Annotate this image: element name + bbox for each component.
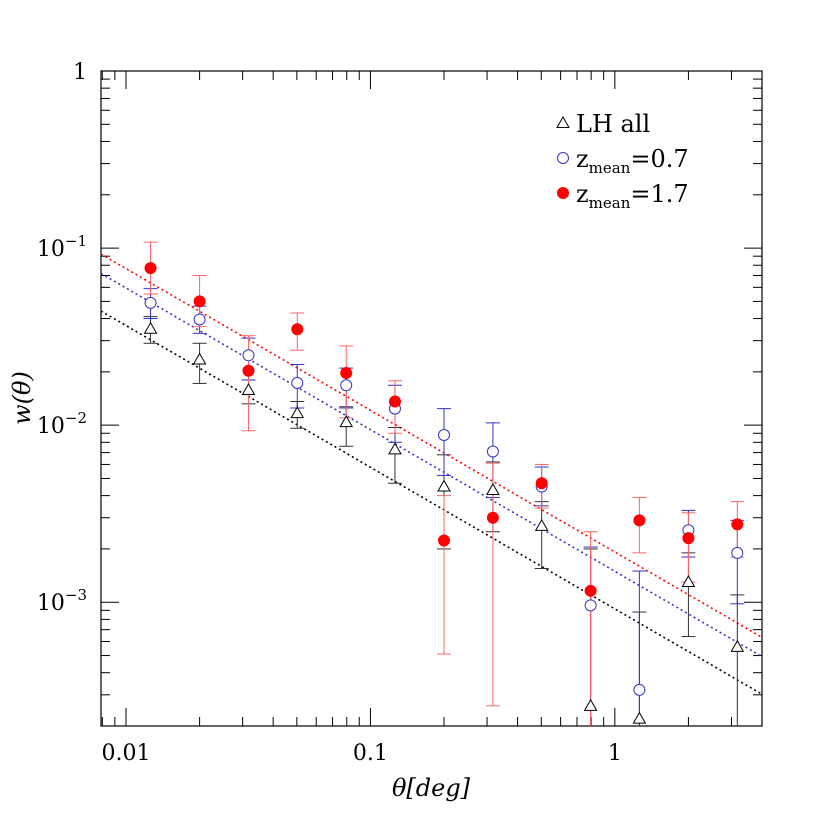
filled-circle-marker	[535, 477, 548, 490]
filled-circle-marker	[557, 187, 569, 199]
fit-line	[100, 310, 763, 695]
triangle-marker	[730, 639, 745, 652]
filled-circle-marker	[291, 323, 304, 336]
open-circle-marker	[731, 546, 744, 559]
filled-circle-marker	[633, 514, 646, 527]
open-circle-marker	[291, 377, 304, 390]
fit-line	[100, 272, 763, 658]
open-circle-marker	[340, 379, 353, 392]
triangle-marker	[437, 479, 451, 492]
tick-labels: 0.01 0.1 1 10−3 10−2 10−1 1	[37, 60, 622, 766]
open-circle-marker	[144, 296, 157, 309]
filled-circle-marker	[388, 395, 401, 408]
y-tick-label: 10−1	[37, 232, 87, 262]
data-points	[143, 262, 745, 724]
triangle-marker	[241, 382, 256, 395]
open-circle-marker	[633, 683, 646, 696]
triangle-marker	[192, 352, 207, 365]
open-circle-marker	[557, 152, 569, 164]
x-tick-label: 0.1	[353, 741, 388, 766]
fit-line	[100, 253, 763, 638]
x-axis-label: θ[deg]	[392, 774, 471, 802]
y-axis-label: w(θ)	[8, 371, 36, 425]
triangle-marker	[339, 415, 354, 428]
open-circle-marker	[438, 428, 451, 441]
y-tick-label: 10−3	[37, 586, 87, 616]
filled-circle-marker	[242, 364, 255, 377]
triangle-marker	[143, 321, 158, 334]
filled-circle-marker	[682, 532, 695, 545]
fit-lines	[100, 253, 763, 695]
legend-label: zmean=0.7	[576, 145, 689, 177]
filled-circle-marker	[486, 511, 499, 524]
plot-frame	[100, 70, 763, 727]
filled-circle-marker	[731, 518, 744, 531]
legend-label: zmean=1.7	[576, 180, 689, 212]
triangle-marker	[388, 442, 402, 455]
triangle-marker	[534, 518, 549, 531]
filled-circle-marker	[193, 295, 206, 308]
x-tick-label: 1	[608, 741, 622, 766]
y-tick-label: 1	[73, 60, 87, 85]
triangle-marker	[290, 406, 305, 419]
triangle-marker	[632, 711, 647, 724]
legend-label: LH all	[576, 110, 650, 138]
filled-circle-marker	[144, 262, 157, 275]
open-circle-marker	[242, 349, 255, 362]
y-tick-label: 10−2	[37, 409, 87, 439]
x-tick-label: 0.01	[102, 741, 151, 766]
triangle-marker	[486, 483, 500, 496]
filled-circle-marker	[340, 367, 353, 380]
triangle-marker	[681, 575, 696, 588]
axis-ticks	[101, 70, 763, 727]
open-circle-marker	[486, 445, 499, 458]
triangle-marker	[556, 115, 570, 128]
open-circle-marker	[584, 599, 597, 612]
triangle-marker	[583, 698, 598, 711]
filled-circle-marker	[438, 534, 451, 547]
open-circle-marker	[193, 313, 206, 326]
filled-circle-marker	[584, 584, 597, 597]
